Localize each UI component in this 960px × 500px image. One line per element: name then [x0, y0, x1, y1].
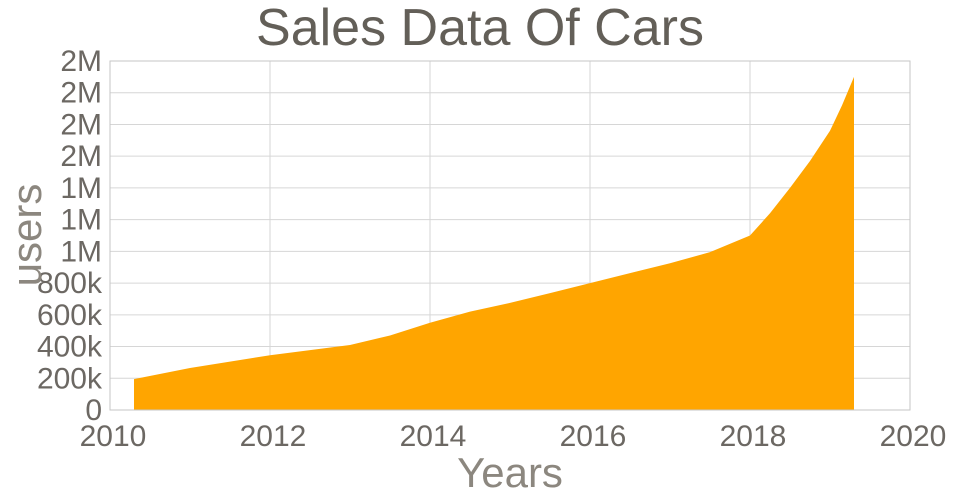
y-tick-label: 200k: [37, 362, 103, 395]
x-tick-label: 2020: [880, 420, 947, 453]
x-tick-label: 2016: [560, 420, 627, 453]
area-series-users: [134, 76, 854, 410]
y-tick-label: 1M: [60, 204, 102, 237]
y-tick-label: 1M: [60, 235, 102, 268]
x-tick-label: 2014: [400, 420, 467, 453]
y-tick-label: 600k: [37, 299, 103, 332]
y-tick-label: 1M: [60, 172, 102, 205]
y-tick-label: 0: [85, 394, 102, 427]
y-axis-title: users: [3, 183, 50, 287]
plot-border: [109, 60, 911, 411]
x-tick-label: 2010: [80, 420, 147, 453]
x-tick-label: 2012: [240, 420, 307, 453]
y-tick-label: 400k: [37, 331, 103, 364]
y-tick-label: 2M: [60, 45, 102, 78]
y-tick-label: 2M: [60, 108, 102, 141]
y-tick-label: 2M: [60, 140, 102, 173]
x-tick-label: 2018: [720, 420, 787, 453]
y-tick-label: 2M: [60, 77, 102, 110]
x-axis-title: Years: [457, 449, 563, 496]
chart-title: Sales Data Of Cars: [256, 0, 704, 57]
y-tick-label: 800k: [37, 267, 103, 300]
